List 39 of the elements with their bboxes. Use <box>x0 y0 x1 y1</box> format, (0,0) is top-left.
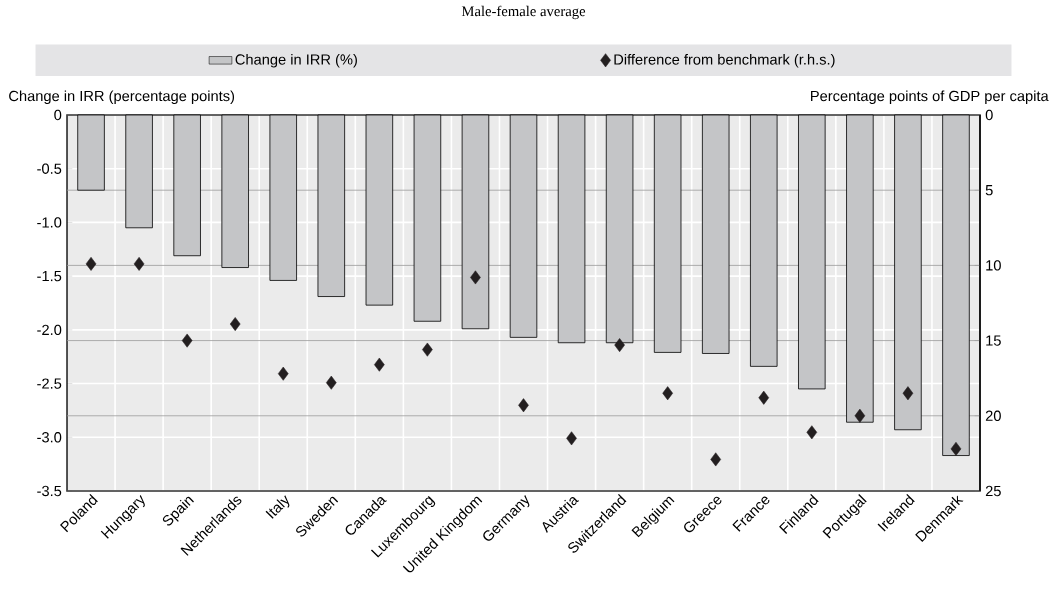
y-tick-label: -1.0 <box>37 217 62 228</box>
point <box>85 256 97 271</box>
point <box>181 333 193 348</box>
point <box>806 425 818 440</box>
point <box>950 441 962 456</box>
chart-title: Male-female average <box>461 5 586 20</box>
x-tick-label: Italy <box>265 495 290 519</box>
point <box>374 357 385 372</box>
y-axis-title: Change in IRR (percentage points) <box>9 90 235 105</box>
point <box>614 338 625 353</box>
legend-label: Change in IRR (%) <box>235 53 357 68</box>
y2-axis-title: Percentage points of GDP per capita <box>811 90 1049 105</box>
y-tick-label: -3.5 <box>37 485 62 497</box>
y-tick-label: 0 <box>54 109 62 121</box>
y-tick-label: -3.0 <box>37 432 62 443</box>
legend-label: Difference from benchmark (r.h.s.) <box>614 53 835 68</box>
y-tick-label: -1.5 <box>37 271 62 282</box>
point <box>518 398 529 413</box>
y2-tick-label: 15 <box>986 335 1001 346</box>
point <box>422 342 433 357</box>
y2-tick-label: 20 <box>985 410 1001 421</box>
y2-tick-label: 25 <box>985 485 1001 497</box>
point <box>854 408 866 423</box>
y-tick-label: -2.5 <box>37 378 62 389</box>
point <box>902 386 914 401</box>
point <box>133 256 145 271</box>
point <box>326 375 337 390</box>
y-tick-label: -2.0 <box>37 324 62 336</box>
point <box>758 390 770 405</box>
y2-tick-label: 5 <box>985 185 993 196</box>
y2-tick-label: 10 <box>986 260 1001 271</box>
point <box>470 270 481 285</box>
point <box>277 366 289 381</box>
y2-tick-label: 0 <box>985 109 993 121</box>
point <box>710 452 721 467</box>
point <box>662 386 673 401</box>
y-tick-label: -0.5 <box>37 163 62 174</box>
point <box>229 317 241 331</box>
point <box>566 431 577 446</box>
